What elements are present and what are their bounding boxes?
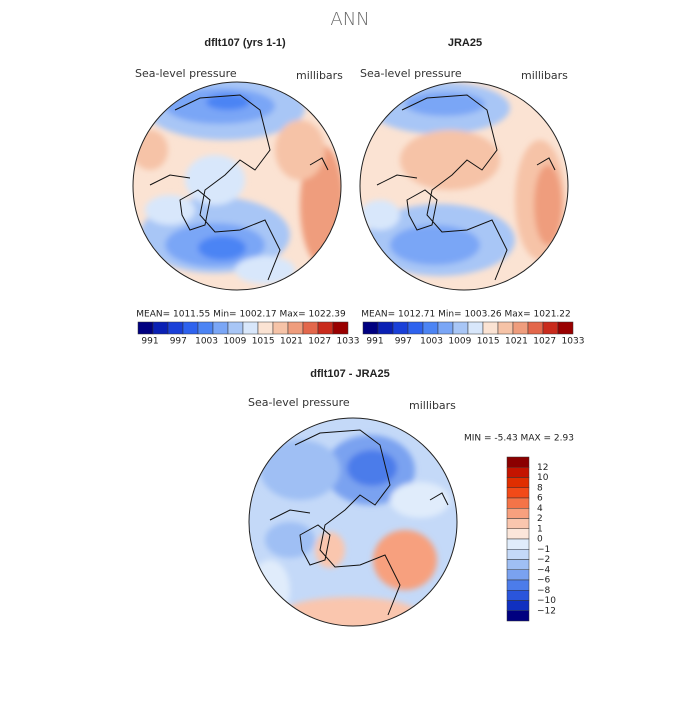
colorbar-label: 1027 (308, 337, 331, 347)
colorbar-label: 6 (537, 494, 543, 504)
colorbar-box (437, 321, 454, 335)
colorbar-box (332, 321, 349, 335)
colorbar-label: 12 (537, 463, 548, 473)
field-label: Sea-level pressure (360, 67, 462, 80)
units-label: millibars (296, 69, 343, 82)
colorbar-label: −12 (537, 606, 556, 616)
colorbar-box (506, 508, 530, 519)
colorbar-label: 1015 (252, 337, 275, 347)
colorbar-box (137, 321, 154, 335)
colorbar-label: 8 (537, 483, 543, 493)
colorbar-box (527, 321, 544, 335)
colorbar-label: 10 (537, 473, 549, 483)
colorbar-box (497, 321, 514, 335)
colorbar-box (227, 321, 244, 335)
map (360, 82, 568, 290)
colorbar-label: 4 (537, 504, 543, 514)
colorbar-box (212, 321, 229, 335)
colorbar-box (407, 321, 424, 335)
field-label: Sea-level pressure (135, 67, 237, 80)
colorbar-box (506, 610, 530, 622)
stats: MEAN= 1011.55 Min= 1002.17 Max= 1022.39 (136, 310, 346, 320)
colorbar-label: 1003 (195, 337, 218, 347)
map (249, 418, 457, 626)
colorbar-box (377, 321, 394, 335)
colorbar-label: −1 (537, 545, 550, 555)
colorbar-box (182, 321, 199, 335)
stats: MIN = -5.43 MAX = 2.93 (464, 434, 574, 444)
colorbar-box (422, 321, 439, 335)
colorbar-label: 1003 (420, 337, 443, 347)
colorbar-box (242, 321, 259, 335)
colorbar-box (557, 321, 574, 335)
colorbar-box (272, 321, 289, 335)
colorbar-box (167, 321, 184, 335)
colorbar-box (506, 487, 530, 499)
colorbar-label: 997 (395, 337, 412, 347)
colorbar-label: 1 (537, 524, 543, 534)
colorbar-label: 997 (170, 337, 187, 347)
colorbar-label: 1015 (477, 337, 500, 347)
colorbar-label: 991 (366, 337, 383, 347)
colorbar-label: 1009 (448, 337, 471, 347)
colorbar-label: −2 (537, 555, 550, 565)
colorbar-box (362, 321, 379, 335)
colorbar-label: 1033 (562, 337, 585, 347)
colorbar-box (506, 497, 530, 509)
colorbar-box (467, 321, 484, 335)
colorbar-box (506, 538, 530, 550)
units-label: millibars (521, 69, 568, 82)
colorbar-label: 2 (537, 514, 543, 524)
colorbar-box (506, 456, 530, 468)
panel-title: dflt107 (yrs 1-1) (204, 37, 286, 49)
colorbar-box (506, 528, 530, 540)
colorbar-box (506, 549, 530, 560)
colorbar-label: −4 (537, 565, 551, 575)
colorbar-box (302, 321, 319, 335)
colorbar-box (482, 321, 499, 335)
colorbar-box (506, 477, 530, 488)
colorbar-box (506, 590, 530, 601)
colorbar-box (506, 467, 530, 478)
colorbar-box (506, 518, 530, 529)
panel-title: JRA25 (448, 37, 482, 49)
colorbar-box (506, 569, 530, 581)
colorbar-box (287, 321, 304, 335)
colorbar-label: −8 (537, 586, 551, 596)
colorbar-box (506, 600, 530, 611)
colorbar-box (152, 321, 169, 335)
colorbar-box (257, 321, 274, 335)
colorbar-box (197, 321, 214, 335)
colorbar-box (317, 321, 334, 335)
colorbar-box (512, 321, 529, 335)
colorbar-box (506, 579, 530, 591)
colorbar-label: 991 (141, 337, 158, 347)
colorbar-box (452, 321, 469, 335)
field-label: Sea-level pressure (248, 396, 350, 409)
colorbar-label: −10 (537, 596, 556, 606)
colorbar-label: 1021 (280, 337, 303, 347)
colorbar-label: −6 (537, 576, 551, 586)
colorbar-label: 0 (537, 535, 543, 545)
map (133, 82, 341, 290)
colorbar-box (506, 559, 530, 570)
colorbar-label: 1009 (223, 337, 246, 347)
units-label: millibars (409, 399, 456, 412)
colorbar-label: 1033 (337, 337, 360, 347)
colorbar-box (392, 321, 409, 335)
figure-title: ANN (330, 9, 369, 30)
stats: MEAN= 1012.71 Min= 1003.26 Max= 1021.22 (361, 310, 571, 320)
colorbar-box (542, 321, 559, 335)
colorbar-label: 1021 (505, 337, 528, 347)
colorbar-label: 1027 (533, 337, 556, 347)
panel-title: dflt107 - JRA25 (310, 368, 389, 380)
